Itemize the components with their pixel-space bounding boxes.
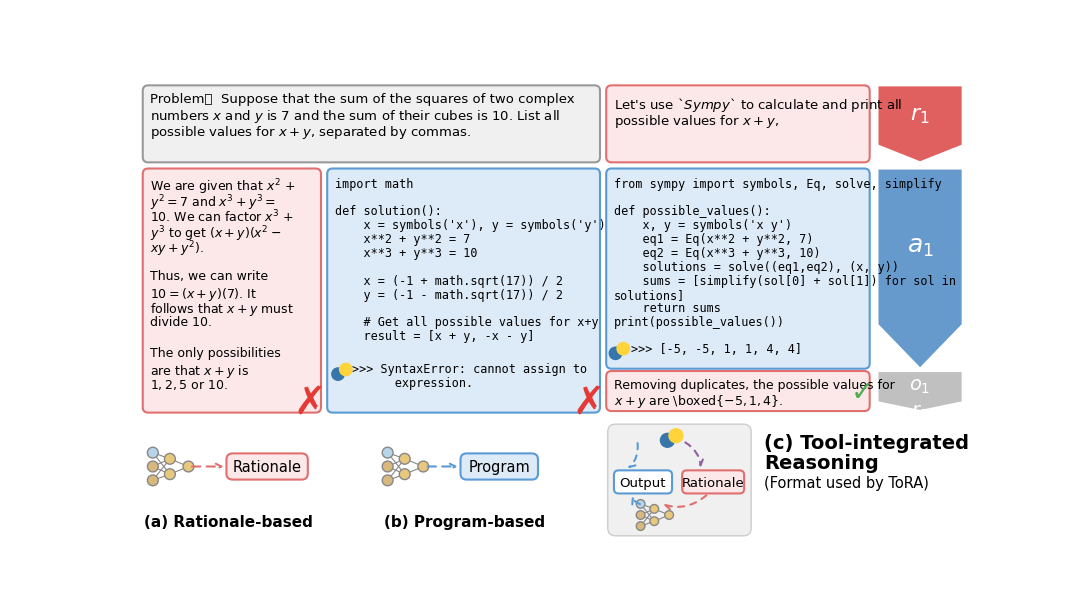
Circle shape [382, 475, 393, 486]
Circle shape [636, 499, 645, 508]
Text: possible values for $x + y$,: possible values for $x + y$, [613, 113, 779, 130]
Text: $y^3$ to get $(x + y)(x^2 -$: $y^3$ to get $(x + y)(x^2 -$ [150, 224, 282, 244]
Text: $o_1$: $o_1$ [909, 378, 931, 396]
Text: Let's use `$Sympy$` to calculate and print all: Let's use `$Sympy$` to calculate and pri… [613, 96, 903, 114]
Text: x = (-1 + math.sqrt(17)) / 2: x = (-1 + math.sqrt(17)) / 2 [335, 275, 563, 288]
Text: (b) Program-based: (b) Program-based [383, 515, 545, 530]
Text: (c) Tool-integrated: (c) Tool-integrated [765, 434, 970, 453]
Circle shape [382, 461, 393, 472]
Text: ✓: ✓ [851, 379, 875, 407]
Text: The only possibilities: The only possibilities [150, 347, 281, 360]
Text: solutions = solve((eq1,eq2), (x, y)): solutions = solve((eq1,eq2), (x, y)) [613, 261, 899, 274]
Circle shape [332, 368, 345, 380]
Text: $r_1$: $r_1$ [910, 105, 930, 126]
Text: $a_1$: $a_1$ [907, 234, 933, 258]
Circle shape [164, 453, 175, 464]
Circle shape [661, 434, 674, 447]
Text: ✗: ✗ [572, 383, 606, 421]
Circle shape [650, 504, 659, 513]
Text: solutions]: solutions] [613, 288, 685, 301]
FancyBboxPatch shape [606, 169, 869, 369]
Circle shape [609, 347, 622, 360]
Circle shape [147, 461, 159, 472]
Circle shape [339, 363, 352, 376]
Text: from sympy import symbols, Eq, solve, simplify: from sympy import symbols, Eq, solve, si… [613, 178, 942, 191]
FancyBboxPatch shape [143, 169, 321, 413]
Text: >>> SyntaxError: cannot assign to: >>> SyntaxError: cannot assign to [352, 363, 588, 376]
Text: >>> [-5, -5, 1, 1, 4, 4]: >>> [-5, -5, 1, 1, 4, 4] [631, 343, 802, 355]
Text: (a) Rationale-based: (a) Rationale-based [144, 515, 312, 530]
Circle shape [400, 453, 410, 464]
Circle shape [650, 517, 659, 525]
FancyBboxPatch shape [143, 85, 600, 162]
Text: divide 10.: divide 10. [150, 316, 213, 330]
Text: eq1 = Eq(x**2 + y**2, 7): eq1 = Eq(x**2 + y**2, 7) [613, 233, 813, 246]
Circle shape [147, 475, 159, 486]
Text: We are given that $x^2$ +: We are given that $x^2$ + [150, 178, 296, 197]
Circle shape [665, 510, 674, 519]
Text: expression.: expression. [352, 377, 473, 390]
Text: x**3 + y**3 = 10: x**3 + y**3 = 10 [335, 247, 477, 260]
Text: ✗: ✗ [294, 383, 326, 421]
FancyBboxPatch shape [460, 453, 538, 480]
Text: def solution():: def solution(): [335, 205, 442, 218]
Text: numbers $x$ and $y$ is 7 and the sum of their cubes is 10. List all: numbers $x$ and $y$ is 7 and the sum of … [150, 108, 561, 125]
Text: Rationale: Rationale [681, 477, 744, 490]
Text: Program: Program [469, 461, 530, 475]
Text: sums = [simplify(sol[0] + sol[1]) for sol in: sums = [simplify(sol[0] + sol[1]) for so… [613, 275, 956, 288]
Text: x, y = symbols('x y'): x, y = symbols('x y') [613, 220, 792, 232]
Text: Reasoning: Reasoning [765, 454, 879, 473]
Circle shape [669, 429, 683, 443]
Text: Rationale: Rationale [232, 461, 301, 475]
Text: follows that $x + y$ must: follows that $x + y$ must [150, 301, 295, 318]
Circle shape [636, 510, 645, 519]
Text: Output: Output [619, 477, 666, 490]
Text: $10$. We can factor $x^3$ +: $10$. We can factor $x^3$ + [150, 208, 295, 225]
Text: possible values for $x + y$, separated by commas.: possible values for $x + y$, separated b… [150, 124, 472, 141]
Polygon shape [877, 85, 962, 162]
Text: # Get all possible values for x+y: # Get all possible values for x+y [335, 316, 598, 330]
Circle shape [164, 469, 175, 480]
Circle shape [636, 522, 645, 530]
FancyBboxPatch shape [606, 371, 869, 411]
Text: Removing duplicates, the possible values for: Removing duplicates, the possible values… [613, 379, 894, 392]
Text: x**2 + y**2 = 7: x**2 + y**2 = 7 [335, 233, 470, 246]
Text: are that $x + y$ is: are that $x + y$ is [150, 363, 249, 379]
Text: $y^2 = 7$ and $x^3 + y^3 =$: $y^2 = 7$ and $x^3 + y^3 =$ [150, 193, 276, 213]
Polygon shape [877, 169, 962, 369]
Text: Thus, we can write: Thus, we can write [150, 270, 269, 283]
Circle shape [183, 461, 194, 472]
FancyBboxPatch shape [613, 470, 672, 493]
Polygon shape [877, 371, 962, 411]
Circle shape [400, 469, 410, 480]
FancyBboxPatch shape [608, 424, 751, 536]
Text: return sums: return sums [613, 303, 720, 315]
FancyBboxPatch shape [227, 453, 308, 480]
Text: x = symbols('x'), y = symbols('y'): x = symbols('x'), y = symbols('y') [335, 220, 606, 232]
Text: y = (-1 - math.sqrt(17)) / 2: y = (-1 - math.sqrt(17)) / 2 [335, 288, 563, 301]
Text: $1,2, 5$ or $10$.: $1,2, 5$ or $10$. [150, 378, 229, 392]
Text: (Format used by ToRA): (Format used by ToRA) [765, 476, 929, 491]
Text: import math: import math [335, 178, 414, 191]
FancyBboxPatch shape [683, 470, 744, 493]
Text: $xy + y^2)$.: $xy + y^2)$. [150, 239, 204, 259]
Text: eq2 = Eq(x**3 + y**3, 10): eq2 = Eq(x**3 + y**3, 10) [613, 247, 821, 260]
Text: Problem：  Suppose that the sum of the squares of two complex: Problem： Suppose that the sum of the squ… [150, 93, 576, 106]
Text: $x + y$ are \boxed{$-5, 1, 4$}.: $x + y$ are \boxed{$-5, 1, 4$}. [613, 392, 783, 410]
Text: print(possible_values()): print(possible_values()) [613, 316, 785, 330]
Text: def possible_values():: def possible_values(): [613, 205, 771, 218]
Circle shape [418, 461, 429, 472]
FancyBboxPatch shape [327, 169, 600, 413]
FancyBboxPatch shape [606, 85, 869, 162]
Text: $10 = (x + y)(7)$. It: $10 = (x + y)(7)$. It [150, 285, 258, 303]
Circle shape [147, 447, 159, 458]
Circle shape [382, 447, 393, 458]
Text: result = [x + y, -x - y]: result = [x + y, -x - y] [335, 330, 535, 343]
Text: $r_2$: $r_2$ [912, 404, 929, 423]
Circle shape [617, 343, 630, 355]
